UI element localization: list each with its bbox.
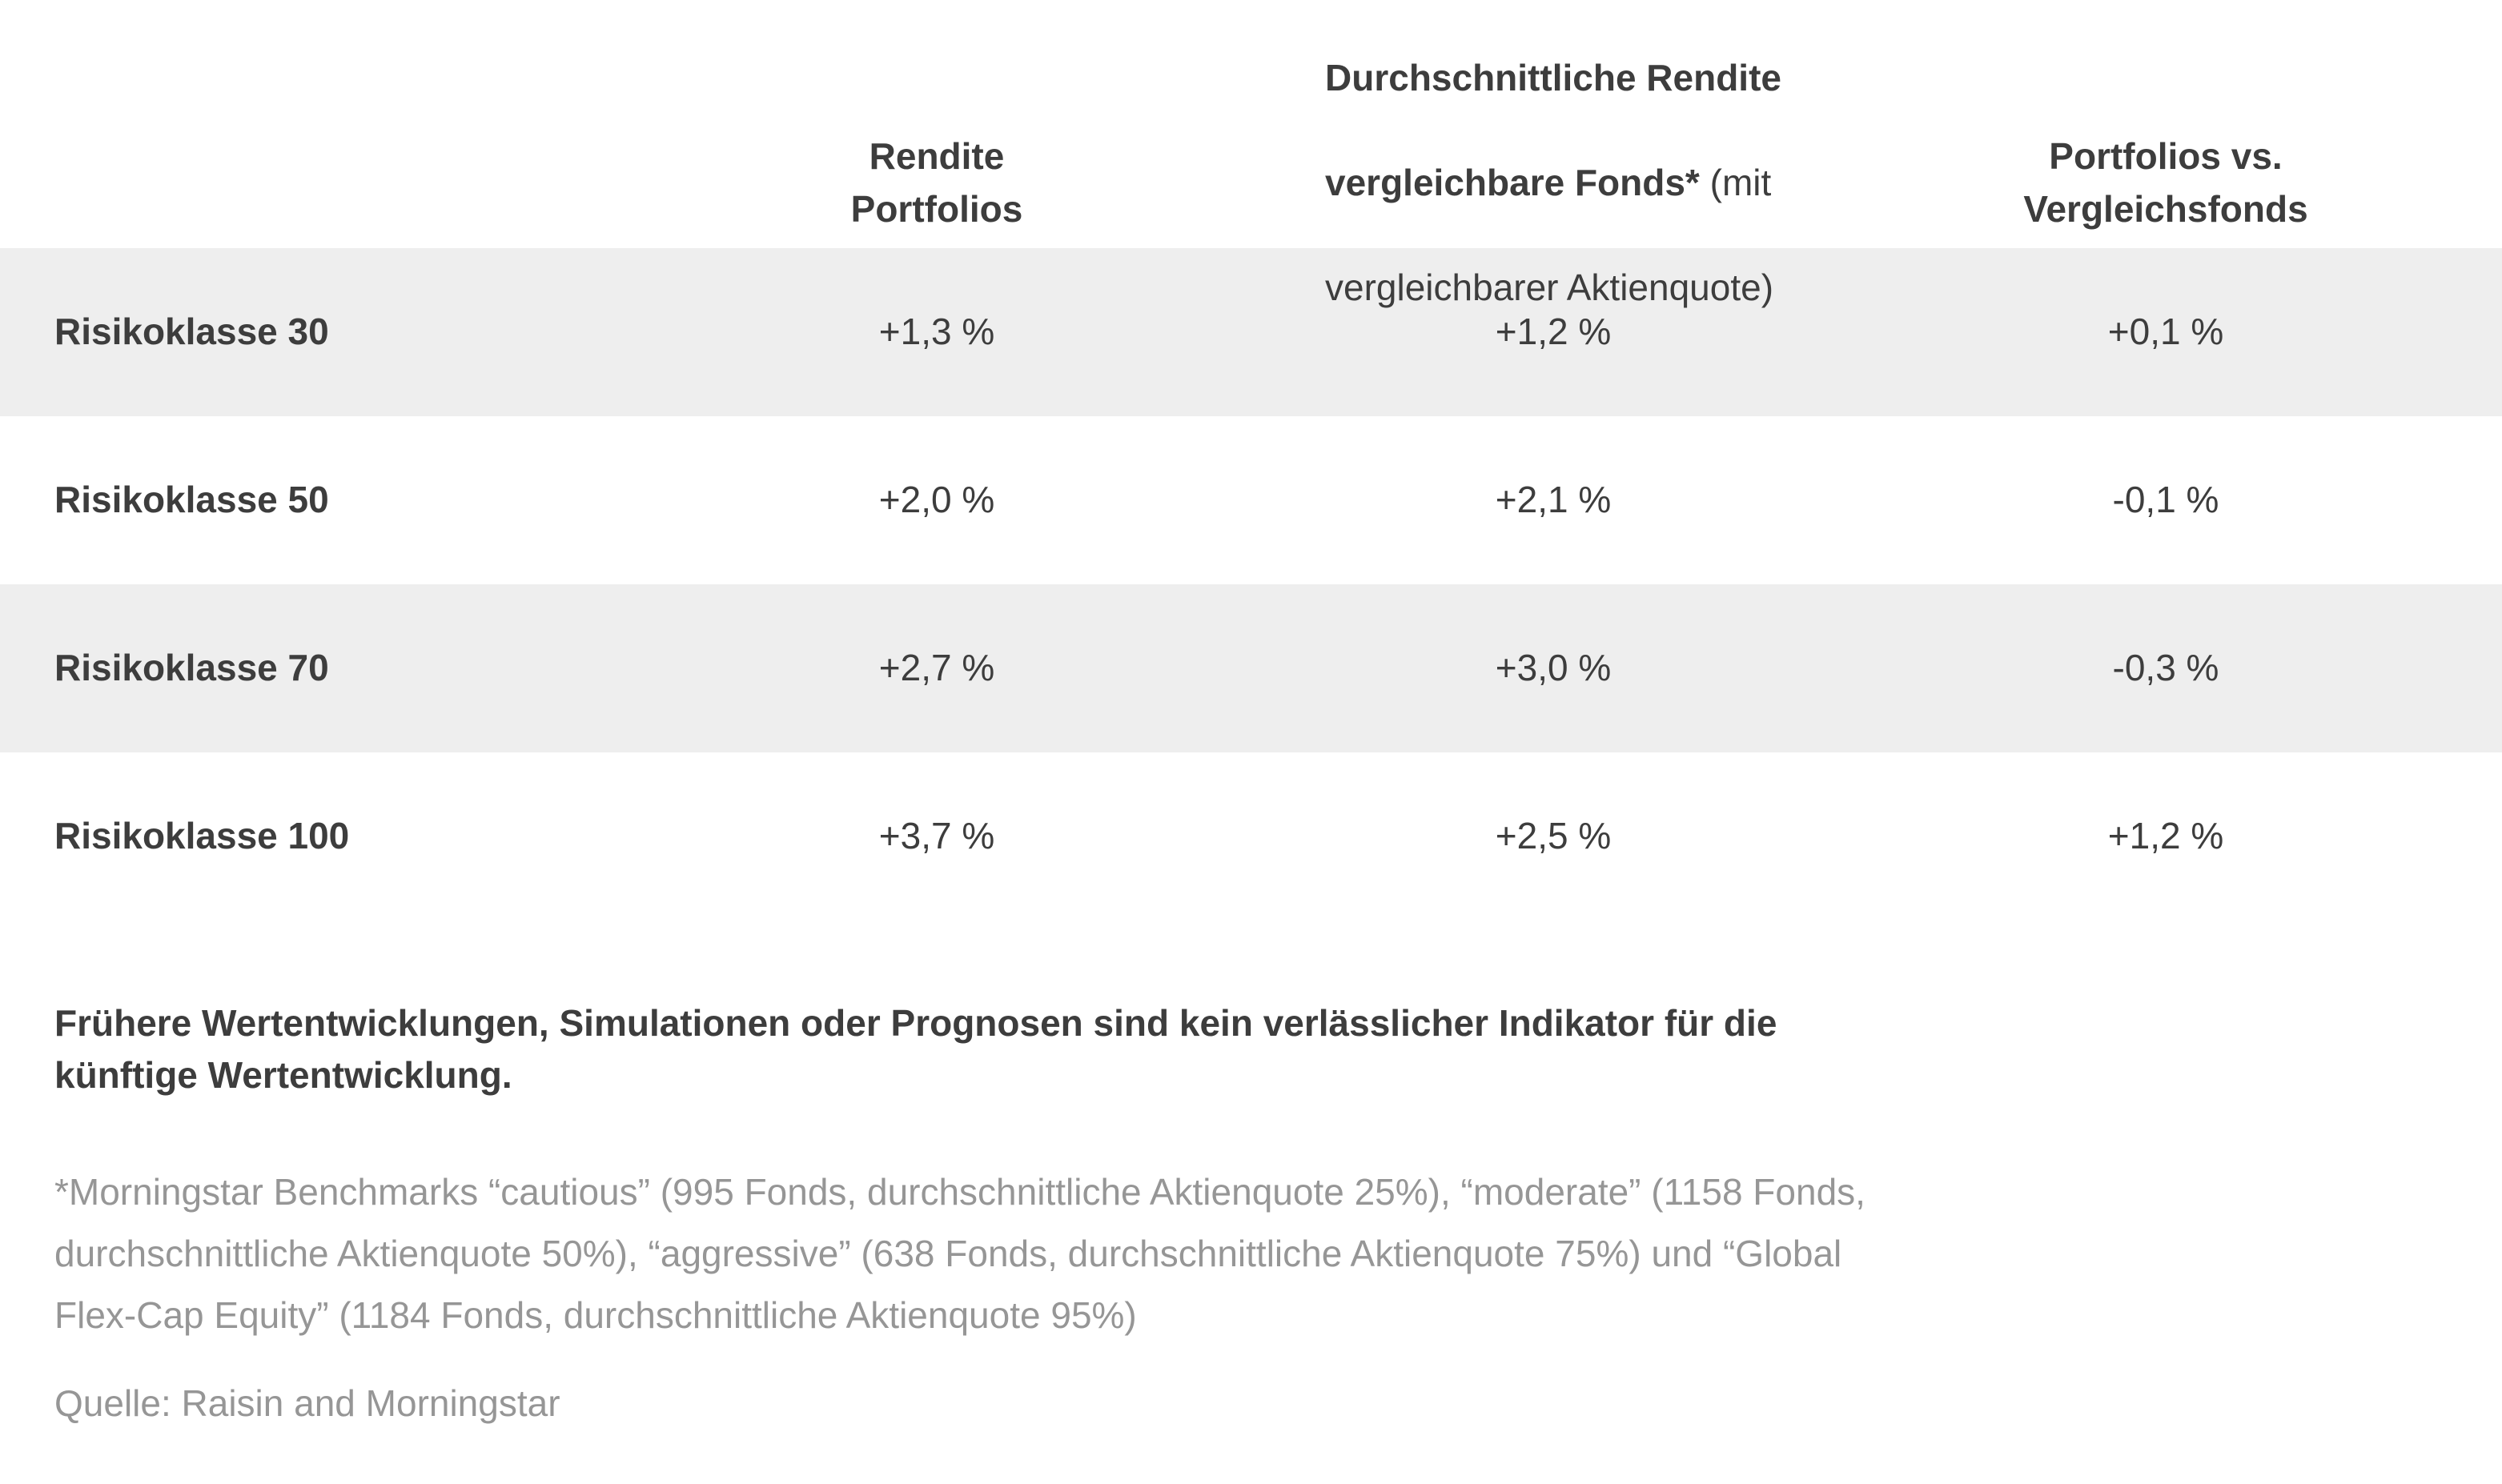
portfolio-return-value: +3,7 % — [878, 815, 995, 857]
source-line: Quelle: Raisin and Morningstar — [54, 1382, 560, 1425]
benchmark-return-value: +3,0 % — [1495, 647, 1612, 689]
table-header-row: Rendite Portfolios Durchschnittliche Ren… — [0, 0, 2502, 307]
table-row-risikoklasse-70: Risikoklasse 70 +2,7 % +3,0 % -0,3 % — [0, 584, 2502, 752]
header-benchmark-line3: vergleichbarer Aktienquote) — [1325, 266, 1774, 308]
header-benchmark-line2-regular: (mit — [1699, 161, 1772, 203]
difference-value: -0,1 % — [2112, 479, 2219, 521]
difference-value: +0,1 % — [2107, 311, 2224, 353]
header-rendite-portfolios: Rendite Portfolios — [850, 135, 1023, 230]
header-benchmark-line2-bold: vergleichbare Fonds* — [1325, 161, 1700, 203]
table-row-risikoklasse-50: Risikoklasse 50 +2,0 % +2,1 % -0,1 % — [0, 416, 2502, 584]
table-row-risikoklasse-30: Risikoklasse 30 +1,3 % +1,2 % +0,1 % — [0, 248, 2502, 416]
difference-value: +1,2 % — [2107, 815, 2224, 857]
benchmark-return-value: +1,2 % — [1495, 311, 1612, 353]
morningstar-benchmarks-footnote: *Morningstar Benchmarks “cautious” (995 … — [54, 1170, 1865, 1337]
header-vergleichbare-fonds: Durchschnittliche Rendite vergleichbare … — [1177, 0, 1930, 366]
row-label: Risikoklasse 100 — [54, 815, 350, 857]
difference-value: -0,3 % — [2112, 647, 2219, 689]
header-portfolios-vs-vergleichsfonds: Portfolios vs. Vergleichsfonds — [2023, 135, 2308, 230]
portfolio-return-value: +1,3 % — [878, 311, 995, 353]
portfolio-return-value: +2,0 % — [878, 479, 995, 521]
table-row-risikoklasse-100: Risikoklasse 100 +3,7 % +2,5 % +1,2 % — [0, 752, 2502, 920]
row-label: Risikoklasse 30 — [54, 311, 329, 353]
benchmark-return-value: +2,1 % — [1495, 479, 1612, 521]
portfolio-return-value: +2,7 % — [878, 647, 995, 689]
benchmark-return-value: +2,5 % — [1495, 815, 1612, 857]
row-label: Risikoklasse 70 — [54, 647, 329, 689]
header-benchmark-line1: Durchschnittliche Rendite — [1325, 57, 1781, 99]
row-label: Risikoklasse 50 — [54, 479, 329, 521]
past-performance-disclaimer: Frühere Wertentwicklungen, Simulationen … — [54, 1002, 1777, 1097]
returns-table: Rendite Portfolios Durchschnittliche Ren… — [0, 0, 2502, 920]
